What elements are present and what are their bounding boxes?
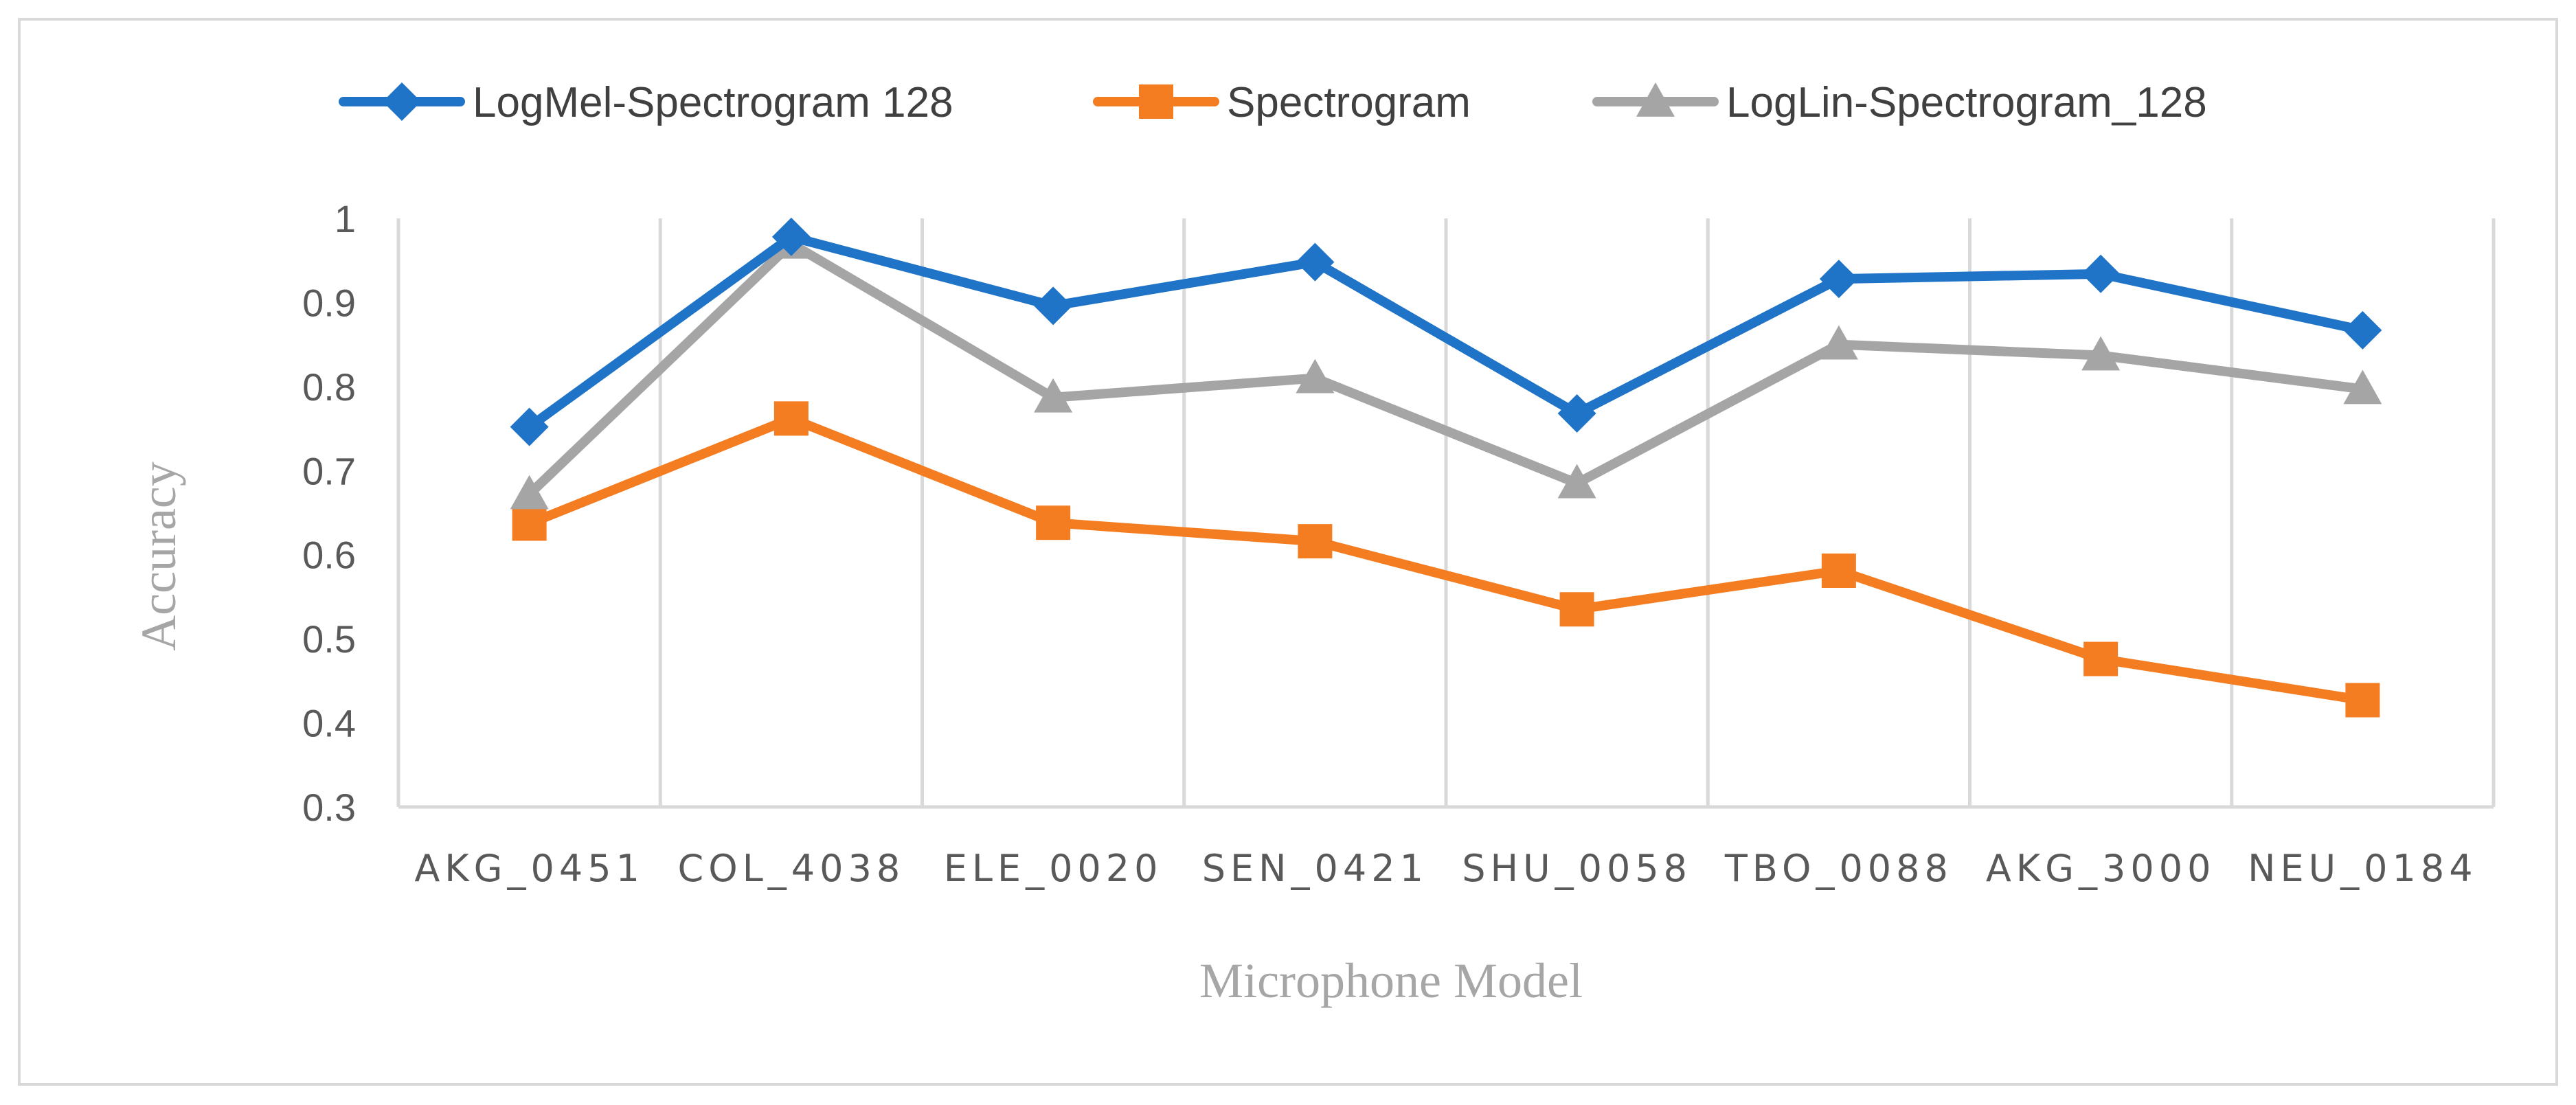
legend-item-spectrogram: Spectrogram bbox=[1093, 79, 1471, 126]
data-point-square bbox=[773, 401, 809, 436]
y-axis-ticks: 1 0.9 0.8 0.7 0.6 0.5 0.4 0.3 bbox=[302, 197, 356, 829]
y-tick-label: 0.7 bbox=[302, 449, 356, 492]
legend-label: LogMel-Spectrogram 128 bbox=[473, 79, 953, 126]
data-point-triangle bbox=[1557, 464, 1596, 499]
series-layer bbox=[510, 217, 2382, 718]
legend-label: Spectrogram bbox=[1227, 79, 1471, 126]
data-point-square bbox=[2083, 641, 2119, 676]
data-point-square bbox=[2345, 683, 2380, 718]
x-tick-label: AKG_3000 bbox=[1986, 847, 2216, 890]
x-tick-label: AKG_0451 bbox=[414, 847, 644, 890]
data-point-diamond bbox=[1034, 286, 1073, 326]
y-tick-label: 0.4 bbox=[302, 702, 356, 745]
legend-item-logmel-spectrogram-128: LogMel-Spectrogram 128 bbox=[339, 79, 953, 126]
x-tick-label: ELE_0020 bbox=[944, 847, 1163, 890]
chart-frame bbox=[18, 18, 2558, 1086]
data-point-diamond bbox=[1819, 260, 1858, 299]
data-point-diamond bbox=[383, 82, 421, 121]
y-tick-label: 0.3 bbox=[302, 786, 356, 829]
data-point-diamond bbox=[771, 217, 811, 256]
data-point-square bbox=[512, 506, 547, 541]
series-spectrogram bbox=[512, 401, 2380, 718]
legend-label: LogLin-Spectrogram_128 bbox=[1726, 79, 2207, 126]
x-tick-label: SEN_0421 bbox=[1202, 847, 1428, 890]
y-tick-label: 0.5 bbox=[302, 617, 356, 661]
series-line bbox=[524, 413, 2368, 705]
legend: LogMel-Spectrogram 128 Spectrogram LogLin-… bbox=[339, 79, 2207, 126]
data-point-square bbox=[1298, 524, 1333, 559]
data-point-triangle bbox=[510, 475, 549, 510]
x-axis-ticks: AKG_0451 COL_4038 ELE_0020 SEN_0421 SHU_0058… bbox=[414, 847, 2477, 890]
data-point-triangle bbox=[1819, 325, 1858, 360]
grid-lines bbox=[396, 218, 2496, 809]
data-point-triangle bbox=[1296, 358, 1335, 394]
data-point-diamond bbox=[2081, 254, 2121, 293]
series-logmel-spectrogram-128 bbox=[510, 217, 2382, 446]
series-line bbox=[524, 238, 2368, 499]
x-tick-label: NEU_0184 bbox=[2248, 847, 2477, 890]
x-axis-title: Microphone Model bbox=[1199, 953, 1583, 1008]
data-point-square bbox=[1036, 505, 1071, 540]
data-point-square bbox=[1139, 84, 1173, 119]
data-point-triangle bbox=[1034, 378, 1073, 413]
y-tick-label: 1 bbox=[335, 197, 356, 240]
data-point-square bbox=[1559, 592, 1594, 627]
x-tick-label: SHU_0058 bbox=[1462, 847, 1692, 890]
x-tick-label: COL_4038 bbox=[678, 847, 905, 890]
y-axis-title: Accuracy bbox=[131, 462, 186, 651]
x-tick-label: TBO_0088 bbox=[1724, 847, 1953, 890]
y-tick-label: 0.6 bbox=[302, 534, 356, 577]
data-point-diamond bbox=[2343, 310, 2382, 350]
y-tick-label: 0.9 bbox=[302, 281, 356, 324]
series-loglin-spectrogram-128 bbox=[510, 224, 2382, 510]
series-line bbox=[524, 231, 2368, 432]
legend-item-loglin-spectrogram-128: LogLin-Spectrogram_128 bbox=[1592, 79, 2207, 126]
data-point-square bbox=[1821, 553, 1856, 588]
data-point-triangle bbox=[2343, 369, 2382, 405]
data-point-diamond bbox=[1296, 242, 1335, 282]
data-point-diamond bbox=[1557, 394, 1596, 433]
data-point-triangle bbox=[2081, 336, 2121, 371]
data-point-triangle bbox=[1636, 82, 1675, 117]
data-point-diamond bbox=[510, 407, 549, 446]
y-tick-label: 0.8 bbox=[302, 365, 356, 409]
